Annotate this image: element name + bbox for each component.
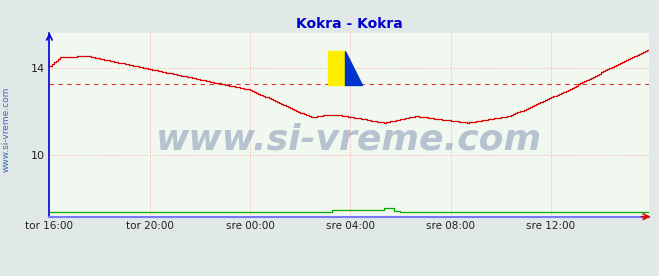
Title: Kokra - Kokra: Kokra - Kokra (296, 17, 403, 31)
Bar (328, 52, 345, 84)
Text: www.si-vreme.com: www.si-vreme.com (2, 87, 11, 172)
Polygon shape (345, 52, 362, 84)
Text: www.si-vreme.com: www.si-vreme.com (156, 123, 542, 156)
